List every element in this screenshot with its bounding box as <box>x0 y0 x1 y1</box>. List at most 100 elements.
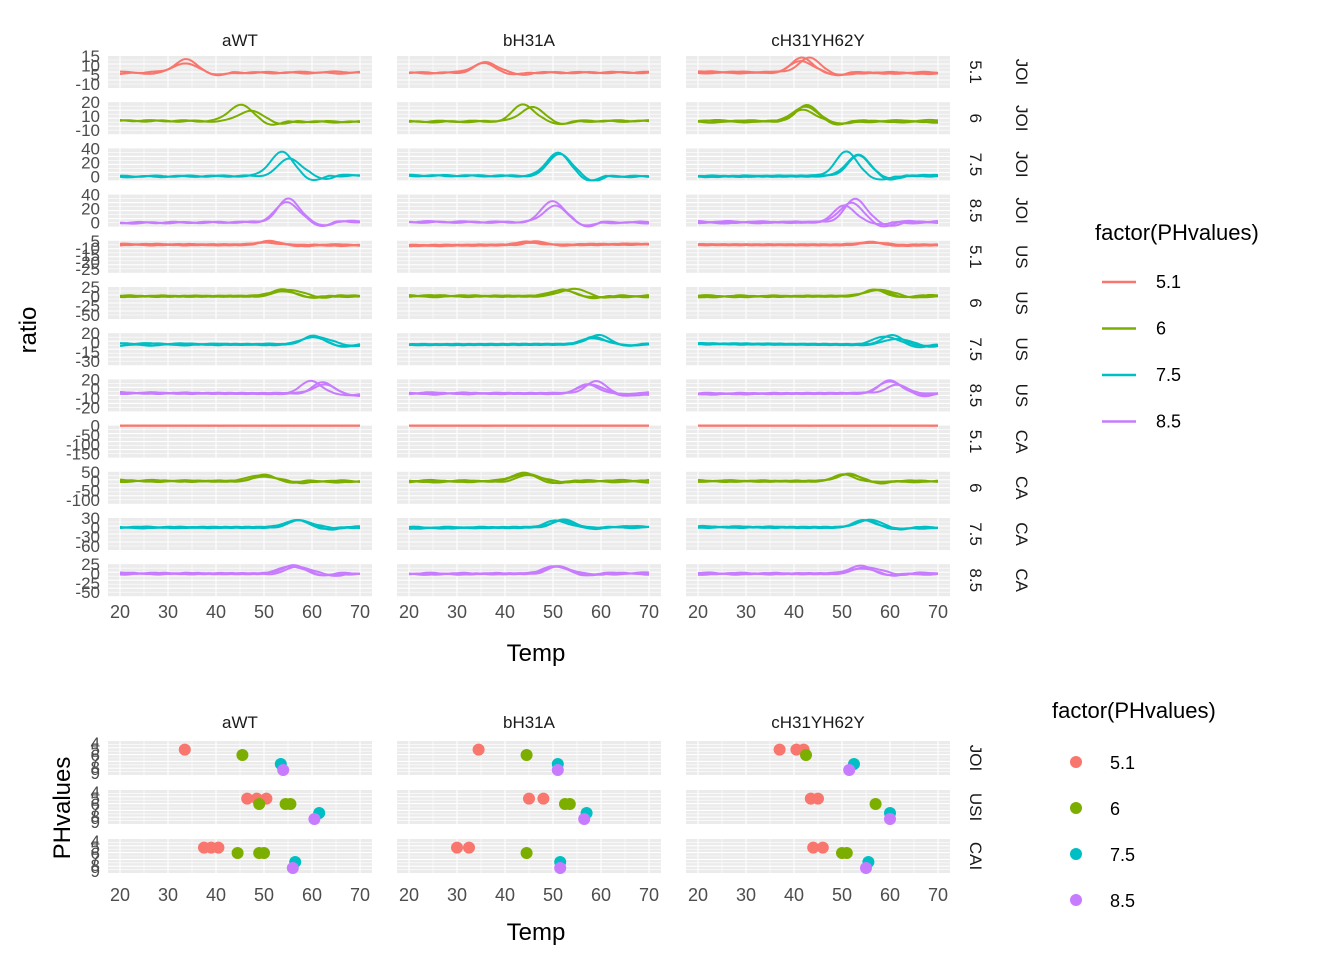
facet-strip-aWT: aWT <box>222 31 258 50</box>
y-tick-label: 25 <box>81 278 100 297</box>
row-strip-ph-label: 7.5 <box>966 522 985 546</box>
row-strip-group: CA <box>1012 568 1031 592</box>
row-strip-group: US <box>1012 245 1031 269</box>
series-line-8.5 <box>119 201 360 228</box>
series-line-5.1 <box>408 241 649 247</box>
row-strip-ph: 5.1 <box>966 245 985 269</box>
y-tick-label: 5 <box>91 740 100 759</box>
row-strip-ph: 8.5 <box>966 199 985 223</box>
data-point-8.5 <box>308 813 321 825</box>
data-point-5.1 <box>807 841 820 854</box>
series-line-6 <box>119 473 361 484</box>
y-tick-label: 10 <box>81 56 100 75</box>
legend-label: 7.5 <box>1156 365 1181 385</box>
row-strip-group-label: US <box>1012 337 1031 361</box>
row-strip-group: USI <box>966 793 985 821</box>
row-strip-ph-label: 6 <box>966 113 985 122</box>
legend-key-7.5 <box>1070 848 1082 860</box>
series-line-6 <box>697 288 939 299</box>
y-tick-label: -10 <box>75 121 100 140</box>
y-tick-label: -20 <box>75 398 100 417</box>
x-tick-label: 20 <box>110 885 130 905</box>
y-tick-label: -10 <box>75 389 100 408</box>
data-point-8.5 <box>286 862 299 874</box>
x-tick-label: 20 <box>110 602 130 622</box>
x-tick-label: 70 <box>350 885 370 905</box>
y-tick-label: 40 <box>81 139 100 158</box>
legend-key-5.1 <box>1070 756 1082 768</box>
row-strip-ph-label: 8.5 <box>966 199 985 223</box>
y-tick-label: 7 <box>91 801 100 820</box>
row-strip-group-label: CA <box>1012 476 1031 500</box>
row-strip-group: JOI <box>966 745 985 771</box>
y-tick-label: -30 <box>75 352 100 371</box>
row-strip-ph: 6 <box>966 483 985 492</box>
legend-label: 6 <box>1110 799 1120 819</box>
series-line-6 <box>408 106 650 125</box>
series-line-5.1 <box>697 59 939 77</box>
x-tick-label: 60 <box>880 602 900 622</box>
row-strip-group: US <box>1012 384 1031 408</box>
y-tick-label: 9 <box>91 862 100 881</box>
row-strip-ph: 8.5 <box>966 384 985 408</box>
x-tick-label: 70 <box>639 885 659 905</box>
row-strip-ph-label: 5.1 <box>966 245 985 269</box>
row-strip-group-label: JOI <box>1012 197 1031 223</box>
row-strip-ph-label: 6 <box>966 483 985 492</box>
data-point-5.1 <box>463 841 475 854</box>
y-tick-label: 20 <box>81 370 100 389</box>
data-point-5.1 <box>812 792 824 805</box>
row-strip-ph-label: 8.5 <box>966 384 985 408</box>
data-point-6 <box>253 798 266 810</box>
data-point-6 <box>258 847 270 859</box>
legend-title: factor(PHvalues) <box>1095 220 1259 245</box>
row-strip-ph-label: 7.5 <box>966 337 985 361</box>
y-tick-label: 5 <box>91 66 100 85</box>
data-point-6 <box>231 847 244 859</box>
series-line-6 <box>697 105 939 126</box>
x-tick-label: 50 <box>254 602 274 622</box>
x-tick-label: 50 <box>543 885 563 905</box>
y-tick-label: -25 <box>75 574 100 593</box>
y-tick-label: 0 <box>91 214 100 233</box>
row-strip-ph: 7.5 <box>966 522 985 546</box>
row-strip-group-label: USI <box>966 793 985 821</box>
row-strip-group-label: CA <box>1012 430 1031 454</box>
y-tick-label: -25 <box>75 297 100 316</box>
y-tick-label: 8 <box>91 807 100 826</box>
y-tick-label: 9 <box>91 764 100 783</box>
y-axis-title-group: ratio <box>15 307 42 354</box>
x-tick-label: 40 <box>784 885 804 905</box>
legend-label: 5.1 <box>1110 753 1135 773</box>
data-point-8.5 <box>277 764 290 776</box>
y-tick-label: 5 <box>91 232 100 251</box>
x-tick-label: 30 <box>447 885 467 905</box>
series-line-7.5 <box>119 334 361 348</box>
series-line-8.5 <box>697 379 939 397</box>
y-tick-label: 0 <box>91 417 100 436</box>
y-tick-label: 8 <box>91 758 100 777</box>
legend-key-6 <box>1070 802 1082 814</box>
series-line-7.5 <box>408 519 650 531</box>
data-point-5.1 <box>523 792 535 805</box>
data-point-6 <box>563 798 576 810</box>
facet-strip-cH31YH62Y: cH31YH62Y <box>771 713 865 732</box>
x-tick-label: 60 <box>591 885 611 905</box>
x-tick-label: 30 <box>158 602 178 622</box>
row-strip-group-label: US <box>1012 291 1031 315</box>
row-strip-group-label: JOI <box>1012 105 1031 131</box>
x-tick-label: 60 <box>302 602 322 622</box>
x-tick-label: 30 <box>736 602 756 622</box>
y-tick-label: 7 <box>91 850 100 869</box>
y-tick-label: 6 <box>91 795 100 814</box>
y-tick-label: 9 <box>91 813 100 832</box>
y-tick-label: 25 <box>81 555 100 574</box>
legend-label: 7.5 <box>1110 845 1135 865</box>
series-line-7.5 <box>408 151 650 182</box>
data-point-5.1 <box>178 743 191 756</box>
y-tick-label: 50 <box>81 463 100 482</box>
x-tick-label: 40 <box>495 602 515 622</box>
row-strip-ph: 5.1 <box>966 60 985 84</box>
y-tick-label: 4 <box>91 832 100 851</box>
series-line-8.5 <box>119 379 361 397</box>
